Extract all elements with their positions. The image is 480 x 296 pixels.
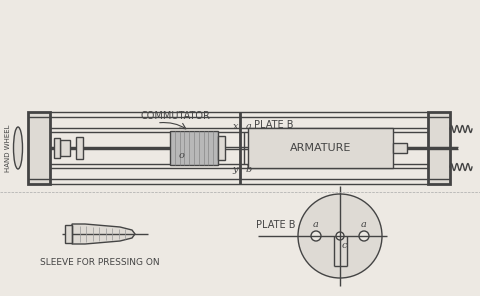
Bar [218,136,225,160]
Bar [76,137,83,159]
Text: SLEEVE FOR PRESSING ON: SLEEVE FOR PRESSING ON [40,258,160,267]
Bar [393,143,407,153]
Text: HAND WHEEL: HAND WHEEL [5,124,11,172]
Text: ARMATURE: ARMATURE [290,143,351,153]
Text: a: a [313,220,319,229]
Text: b: b [246,165,252,174]
Bar [248,128,393,168]
Ellipse shape [13,127,23,169]
Text: a: a [246,122,252,131]
Bar [28,112,50,184]
Circle shape [336,232,344,240]
Text: COMMUTATOR: COMMUTATOR [140,111,210,121]
Bar [170,131,218,165]
Bar [428,112,450,184]
Text: c: c [342,241,348,250]
Polygon shape [72,224,135,244]
Bar [54,138,60,158]
Text: PLATE B: PLATE B [254,120,293,130]
Circle shape [298,194,382,278]
Bar [60,140,70,156]
Text: a: a [361,220,367,229]
Text: y: y [232,165,238,174]
Circle shape [311,231,321,241]
Text: x: x [232,122,238,131]
Circle shape [359,231,369,241]
Text: PLATE B: PLATE B [256,220,296,230]
Bar [65,225,72,243]
Text: o: o [179,150,185,160]
